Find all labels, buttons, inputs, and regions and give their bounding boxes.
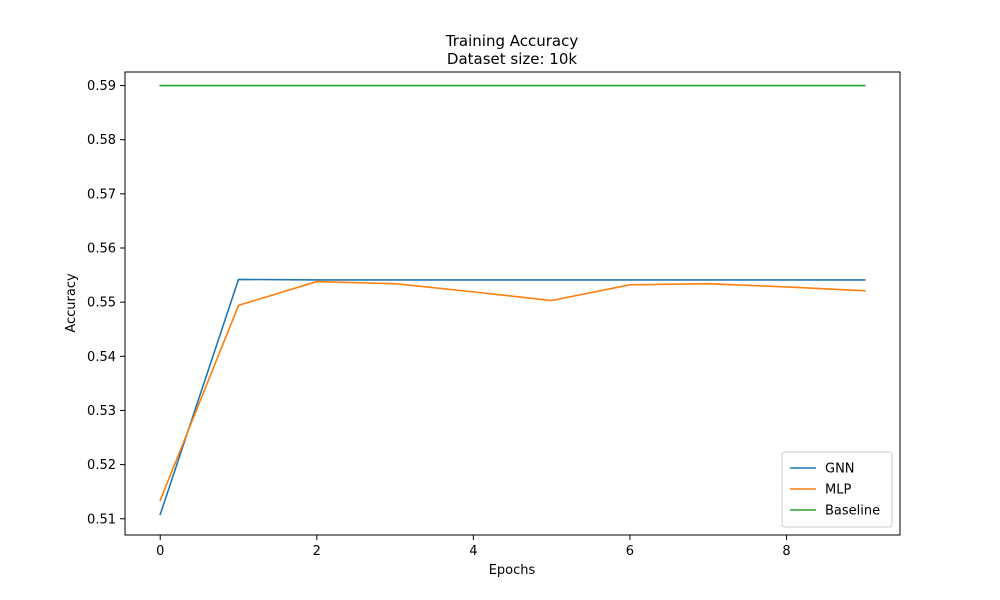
y-tick-label: 0.57 <box>87 187 116 202</box>
x-tick-label: 2 <box>313 544 321 559</box>
y-tick-label: 0.52 <box>87 458 116 473</box>
x-tick-label: 0 <box>156 544 164 559</box>
chart-title: Training Accuracy <box>445 32 579 50</box>
x-tick-label: 4 <box>469 544 477 559</box>
series-line-gnn <box>159 278 866 516</box>
plot-frame <box>124 71 901 536</box>
legend-label-mlp: MLP <box>825 483 851 498</box>
legend-label-baseline: Baseline <box>825 504 880 519</box>
x-axis-ticks: 0 2 4 6 8 <box>156 535 791 559</box>
y-tick-label: 0.58 <box>87 133 116 148</box>
x-tick-label: 6 <box>626 544 634 559</box>
legend-label-gnn: GNN <box>825 462 855 477</box>
y-axis-ticks: 0.51 0.52 0.53 0.54 0.55 0.56 0.57 0.58 0.59 <box>87 79 125 527</box>
y-tick-label: 0.51 <box>87 512 116 527</box>
y-tick-label: 0.53 <box>87 404 116 419</box>
series-line-mlp <box>159 280 866 502</box>
x-tick-label: 8 <box>782 544 790 559</box>
y-tick-label: 0.54 <box>87 350 116 365</box>
y-axis-label: Accuracy <box>64 273 79 333</box>
chart-subtitle: Dataset size: 10k <box>447 50 578 68</box>
legend-box <box>781 451 893 528</box>
y-tick-label: 0.56 <box>87 241 116 256</box>
plot-area <box>159 84 866 516</box>
y-tick-label: 0.59 <box>87 79 116 94</box>
y-tick-label: 0.55 <box>87 296 116 311</box>
legend: GNN MLP Baseline <box>781 451 893 528</box>
x-axis-label: Epochs <box>489 563 536 578</box>
